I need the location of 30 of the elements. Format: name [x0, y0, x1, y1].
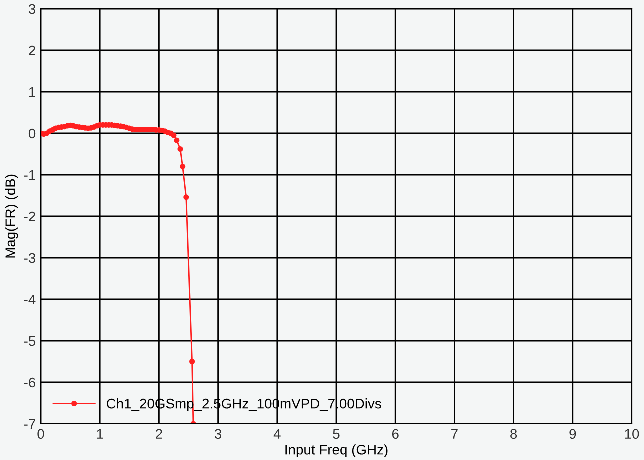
- x-tick-label: 4: [274, 429, 281, 439]
- point: [178, 146, 184, 152]
- y-tick-label: 3: [28, 4, 36, 14]
- x-tick-label: 1: [97, 429, 104, 439]
- x-tick-label: 0: [38, 429, 44, 440]
- y-tick-label: -6: [24, 378, 36, 388]
- x-tick-label: 7: [452, 429, 458, 439]
- x-tick-label: 3: [214, 429, 222, 440]
- y-axis-title: Mag(FR) (dB): [5, 174, 18, 258]
- y-tick-label: -3: [24, 253, 36, 264]
- y-tick-label: -2: [24, 212, 36, 222]
- x-tick-label: 5: [333, 429, 340, 440]
- x-tick-label: 6: [392, 429, 399, 440]
- y-tick-label: -1: [24, 170, 36, 180]
- y-tick-label: -4: [24, 294, 36, 305]
- point: [190, 358, 196, 365]
- x-tick-label: 2: [156, 429, 162, 439]
- y-tick-label: -7: [24, 419, 36, 430]
- point: [184, 194, 190, 200]
- x-axis-title: Input Freq (GHz): [286, 444, 388, 458]
- point: [180, 164, 186, 170]
- y-tick-label: 2: [29, 46, 36, 56]
- x-tick-label: 10: [625, 429, 640, 440]
- x-tick-label: 9: [570, 429, 576, 440]
- y-tick-label: -5: [24, 336, 36, 346]
- point: [174, 138, 180, 144]
- y-tick-label: 1: [29, 87, 36, 98]
- point: [171, 132, 177, 138]
- y-tick-label: 0: [28, 128, 36, 139]
- x-tick-label: 8: [510, 429, 518, 440]
